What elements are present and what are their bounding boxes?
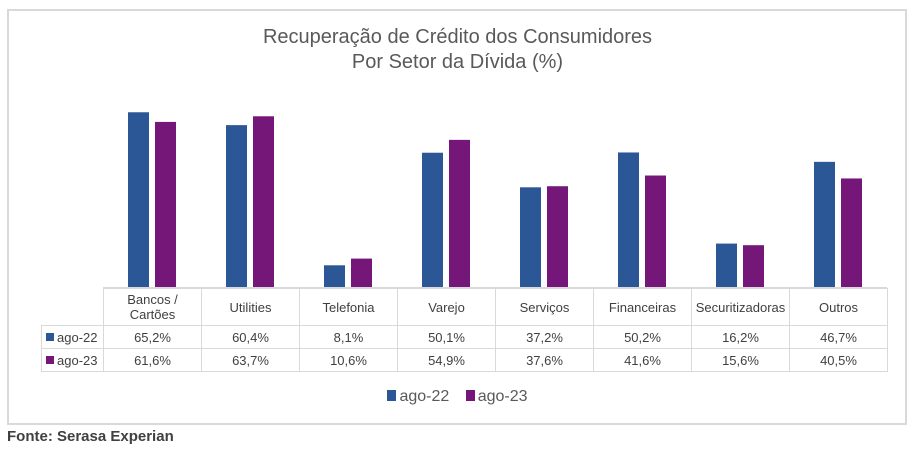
bar-securitizadoras-ago-23: [743, 245, 764, 287]
category-label-line: Telefonia: [322, 299, 375, 315]
bar-telefonia-ago-23: [351, 258, 372, 287]
bar-varejo-ago-23: [449, 139, 470, 287]
chart-title: Recuperação de Crédito dos Consumidores …: [0, 25, 915, 75]
category-label-line: Utilities: [229, 299, 272, 315]
value-ago-23-varejo: 54,9%: [397, 348, 496, 372]
table-row-ago-22: ago-22 65,2% 60,4% 8,1% 50,1% 37,2% 50,2% 16,2…: [41, 325, 888, 349]
category-label-line: Varejo: [428, 299, 465, 315]
bar-bancos-cartoes-ago-23: [155, 121, 176, 287]
bar-servicos-ago-22: [520, 187, 541, 287]
bar-utilities-ago-22: [226, 125, 247, 288]
category-label-bancos-cartoes: Bancos / Cartões: [103, 288, 202, 326]
value-ago-22-telefonia: 8,1%: [299, 325, 398, 349]
category-label-telefonia: Telefonia: [299, 288, 398, 326]
chart-legend: ago-22 ago-23: [0, 388, 915, 406]
legend-item-ago-23: ago-23: [465, 388, 528, 406]
bar-servicos-ago-23: [547, 186, 568, 287]
value-ago-22-securitizadoras: 16,2%: [691, 325, 790, 349]
table-corner: [41, 288, 104, 326]
bar-financeiras-ago-23: [645, 175, 666, 287]
value-ago-22-servicos: 37,2%: [495, 325, 594, 349]
bar-utilities-ago-23: [253, 116, 274, 287]
legend-swatch-ago-23: [46, 356, 54, 365]
value-ago-23-securitizadoras: 15,6%: [691, 348, 790, 372]
category-label-utilities: Utilities: [201, 288, 300, 326]
value-ago-23-financeiras: 41,6%: [593, 348, 692, 372]
value-ago-22-varejo: 50,1%: [397, 325, 496, 349]
category-label-line: Securitizadoras: [695, 299, 786, 315]
bar-outros-ago-23: [841, 178, 862, 287]
value-ago-22-utilities: 60,4%: [201, 325, 300, 349]
category-label-varejo: Varejo: [397, 288, 496, 326]
data-table: Bancos / Cartões Utilities Telefonia Varejo S…: [41, 288, 888, 372]
bar-securitizadoras-ago-22: [716, 243, 737, 287]
category-label-line: Bancos /: [127, 292, 178, 307]
category-label-line: Cartões: [129, 307, 176, 322]
chart-subtitle: Por Setor da Dívida (%): [351, 51, 564, 73]
category-label-servicos: Serviços: [495, 288, 594, 326]
category-label-outros: Outros: [789, 288, 888, 326]
bar-telefonia-ago-22: [324, 265, 345, 287]
source-note: Fonte: Serasa Experian: [7, 428, 174, 445]
chart-title-line1: Recuperação de Crédito dos Consumidores: [262, 26, 653, 48]
value-ago-23-servicos: 37,6%: [495, 348, 594, 372]
legend-marker-ago-22: [387, 390, 397, 402]
value-ago-23-bancos-cartoes: 61,6%: [103, 348, 202, 372]
bar-bancos-cartoes-ago-22: [128, 112, 149, 287]
value-ago-22-financeiras: 50,2%: [593, 325, 692, 349]
value-ago-23-utilities: 63,7%: [201, 348, 300, 372]
table-row-ago-23: ago-23 61,6% 63,7% 10,6% 54,9% 37,6% 41,6% 15,…: [41, 348, 888, 372]
bar-outros-ago-22: [814, 161, 835, 287]
legend-item-ago-22: ago-22: [387, 388, 449, 406]
row-label-ago-23: ago-23: [41, 348, 104, 372]
category-label-financeiras: Financeiras: [593, 288, 692, 326]
bar-financeiras-ago-22: [618, 152, 639, 287]
row-label-ago-22: ago-22: [41, 325, 104, 349]
category-label-line: Outros: [818, 299, 858, 315]
category-label-line: Financeiras: [608, 299, 677, 315]
legend-marker-ago-23: [465, 390, 475, 402]
value-ago-22-bancos-cartoes: 65,2%: [103, 325, 202, 349]
category-label-securitizadoras: Securitizadoras: [691, 288, 790, 326]
bar-varejo-ago-22: [422, 152, 443, 287]
value-ago-22-outros: 46,7%: [789, 325, 888, 349]
value-ago-23-telefonia: 10,6%: [299, 348, 398, 372]
legend-swatch-ago-22: [46, 333, 54, 342]
category-label-line: Serviços: [519, 299, 570, 315]
table-header-row: Bancos / Cartões Utilities Telefonia Varejo S…: [41, 288, 888, 326]
value-ago-23-outros: 40,5%: [789, 348, 888, 372]
